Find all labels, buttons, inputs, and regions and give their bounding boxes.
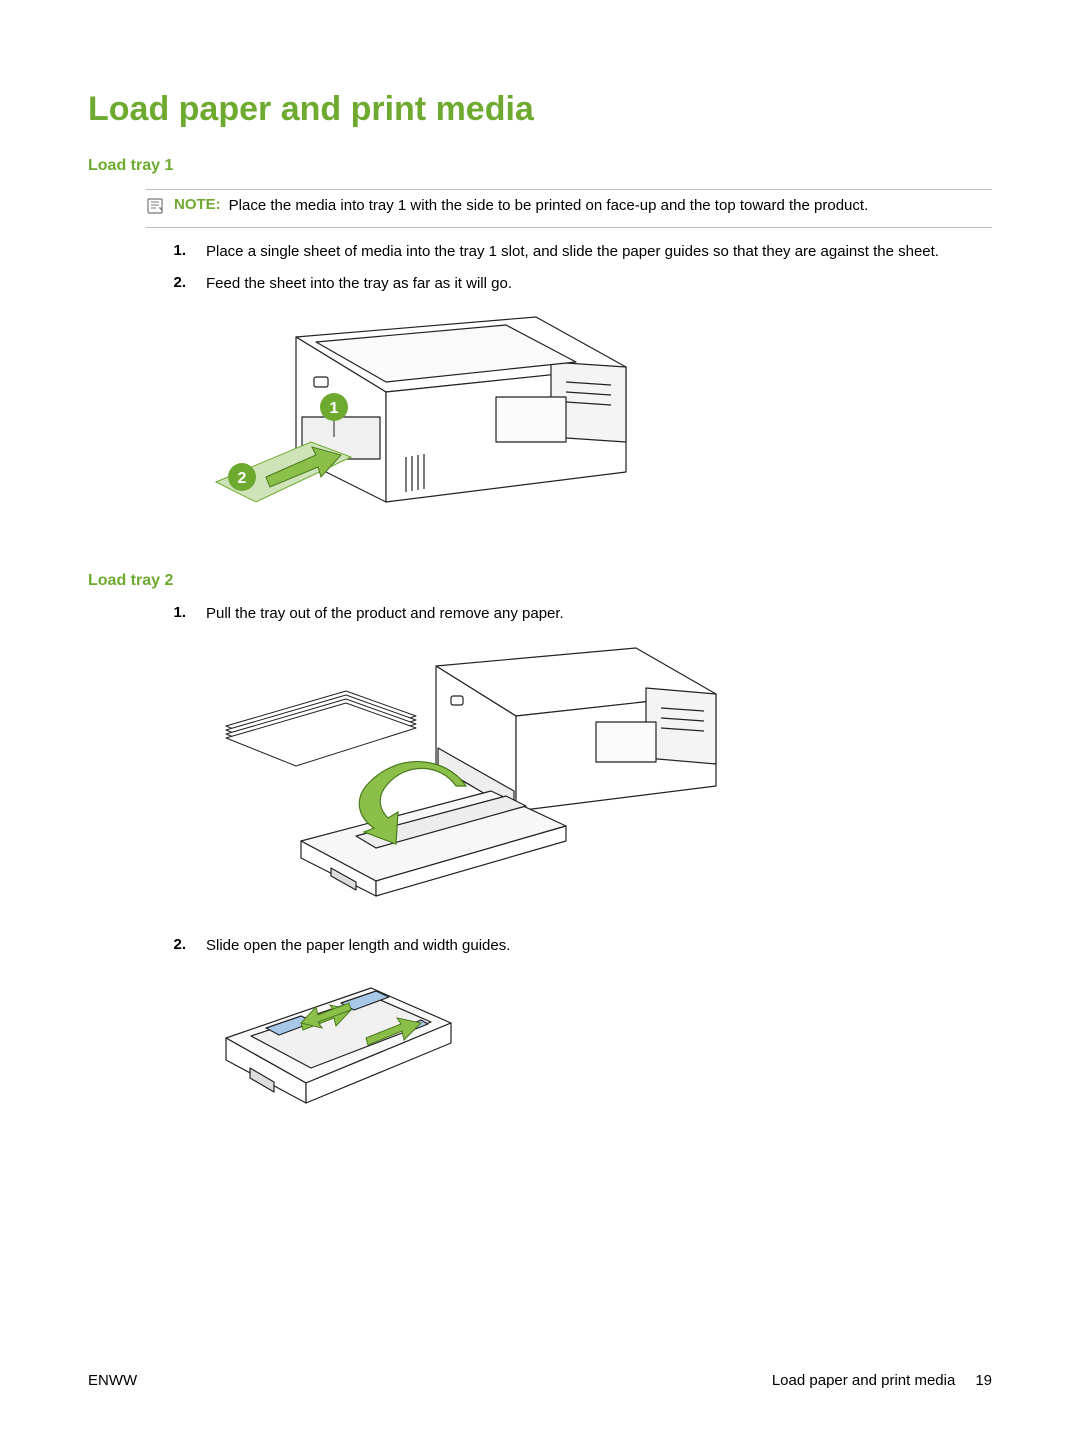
list-item: 2. Feed the sheet into the tray as far a… (168, 274, 992, 294)
note-box: NOTE: Place the media into tray 1 with t… (146, 189, 992, 228)
footer-section-label: Load paper and print media (772, 1372, 955, 1389)
ordered-list-1: 1. Place a single sheet of media into th… (168, 242, 992, 295)
list-item: 2. Slide open the paper length and width… (168, 936, 992, 956)
page-footer: ENWW Load paper and print media 19 (88, 1372, 992, 1389)
footer-left: ENWW (88, 1372, 137, 1389)
page-title: Load paper and print media (88, 90, 992, 129)
step-number: 2. (168, 274, 186, 294)
document-page: Load paper and print media Load tray 1 N… (0, 0, 1080, 1437)
figure-tray2-guides (206, 968, 992, 1118)
note-label: NOTE: (174, 196, 221, 213)
svg-text:1: 1 (330, 400, 339, 417)
step-number: 1. (168, 604, 186, 624)
list-item: 1. Place a single sheet of media into th… (168, 242, 992, 262)
section-heading-1: Load tray 1 (88, 157, 992, 175)
footer-page-number: 19 (975, 1372, 992, 1389)
figure-printer-tray2-pull (206, 636, 992, 906)
callout-badge-2: 2 (228, 463, 256, 491)
section-heading-2: Load tray 2 (88, 572, 992, 590)
ordered-list-2b: 2. Slide open the paper length and width… (168, 936, 992, 956)
note-text: Place the media into tray 1 with the sid… (229, 196, 869, 216)
note-icon (146, 196, 166, 221)
ordered-list-2a: 1. Pull the tray out of the product and … (168, 604, 992, 624)
figure-printer-tray1: 1 2 (206, 307, 992, 542)
step-text: Feed the sheet into the tray as far as i… (206, 274, 992, 294)
list-item: 1. Pull the tray out of the product and … (168, 604, 992, 624)
step-number: 1. (168, 242, 186, 262)
step-text: Pull the tray out of the product and rem… (206, 604, 992, 624)
step-text: Place a single sheet of media into the t… (206, 242, 992, 262)
step-number: 2. (168, 936, 186, 956)
step-text: Slide open the paper length and width gu… (206, 936, 992, 956)
svg-text:2: 2 (238, 470, 247, 487)
